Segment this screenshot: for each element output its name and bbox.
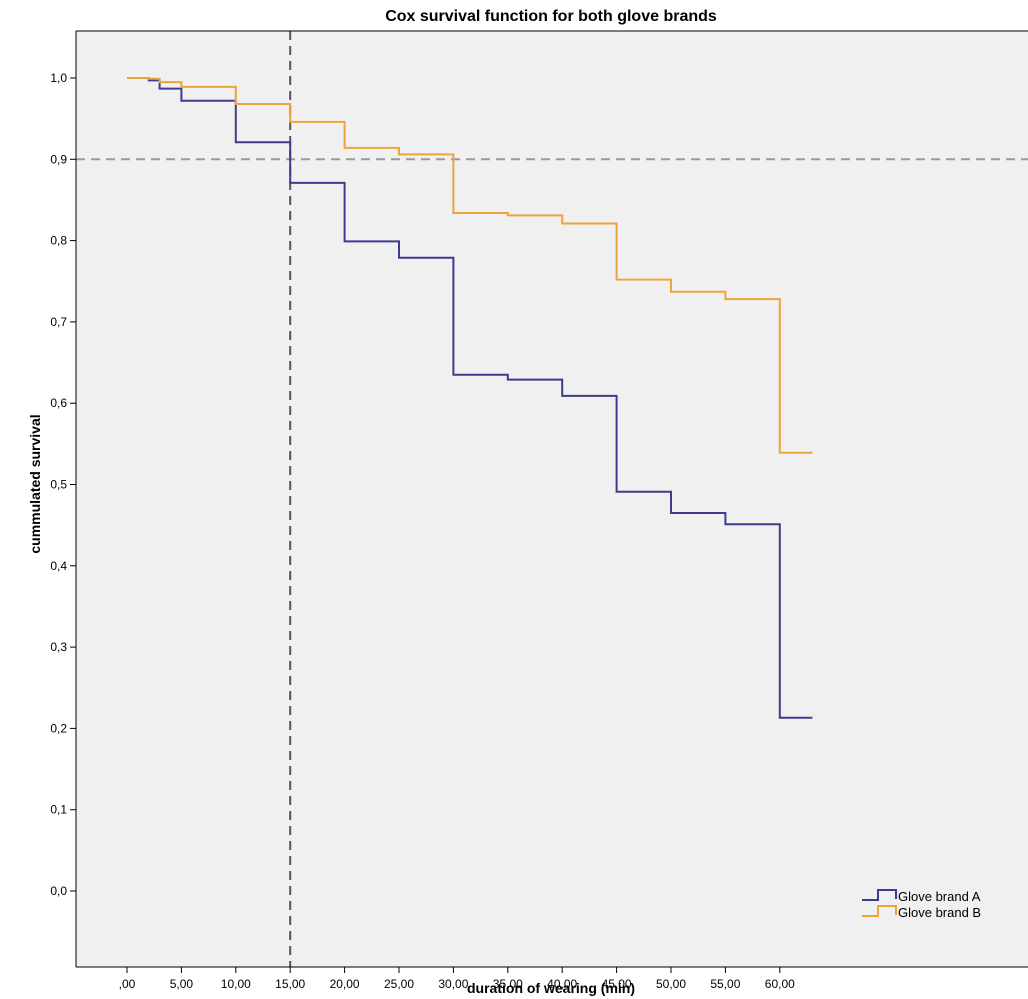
x-tick-label: 10,00	[221, 977, 251, 991]
x-tick-label: 35,00	[493, 977, 523, 991]
x-tick-label: 55,00	[710, 977, 740, 991]
x-tick-label: ,00	[119, 977, 136, 991]
series-line-glove-brand-b	[127, 77, 813, 454]
x-tick-label: 40,00	[547, 977, 577, 991]
x-tick-label: 60,00	[765, 977, 795, 991]
series-layer	[127, 77, 813, 719]
x-tick-label: 30,00	[438, 977, 468, 991]
y-tick-label: 0,0	[50, 884, 67, 898]
x-tick-label: 20,00	[330, 977, 360, 991]
y-tick-label: 0,4	[50, 559, 67, 573]
axes: 0,0 0,1 0,2 0,3 0,4 0,5 0,6 0,7 0,8 0,9 1,0 ,00 5,00…	[50, 30, 1028, 991]
y-tick-label: 0,8	[50, 234, 67, 248]
x-tick-label: 15,00	[275, 977, 305, 991]
legend-symbol	[862, 889, 897, 901]
x-axis-label: duration of wearing (min)	[467, 980, 635, 996]
x-tick-label: 25,00	[384, 977, 414, 991]
x-tick-label: 50,00	[656, 977, 686, 991]
legend-label: Glove brand A	[898, 889, 981, 904]
y-axis-label: cummulated survival	[27, 414, 43, 553]
y-tick-label: 0,2	[50, 721, 67, 735]
x-tick-label: 5,00	[170, 977, 194, 991]
y-tick-label: 0,7	[50, 315, 67, 329]
plot-area	[76, 31, 1028, 967]
y-tick-label: 0,5	[50, 478, 67, 492]
y-tick-label: 1,0	[50, 71, 67, 85]
series-line-glove-brand-a	[127, 77, 813, 719]
y-tick-label: 0,1	[50, 803, 67, 817]
legend-symbol	[862, 905, 897, 917]
x-tick-label: 45,00	[602, 977, 632, 991]
reference-lines	[76, 31, 1028, 967]
chart-title: Cox survival function for both glove bra…	[385, 8, 717, 25]
y-tick-label: 0,9	[50, 152, 67, 166]
legend-label: Glove brand B	[898, 905, 981, 920]
y-tick-label: 0,3	[50, 640, 67, 654]
y-tick-label: 0,6	[50, 396, 67, 410]
